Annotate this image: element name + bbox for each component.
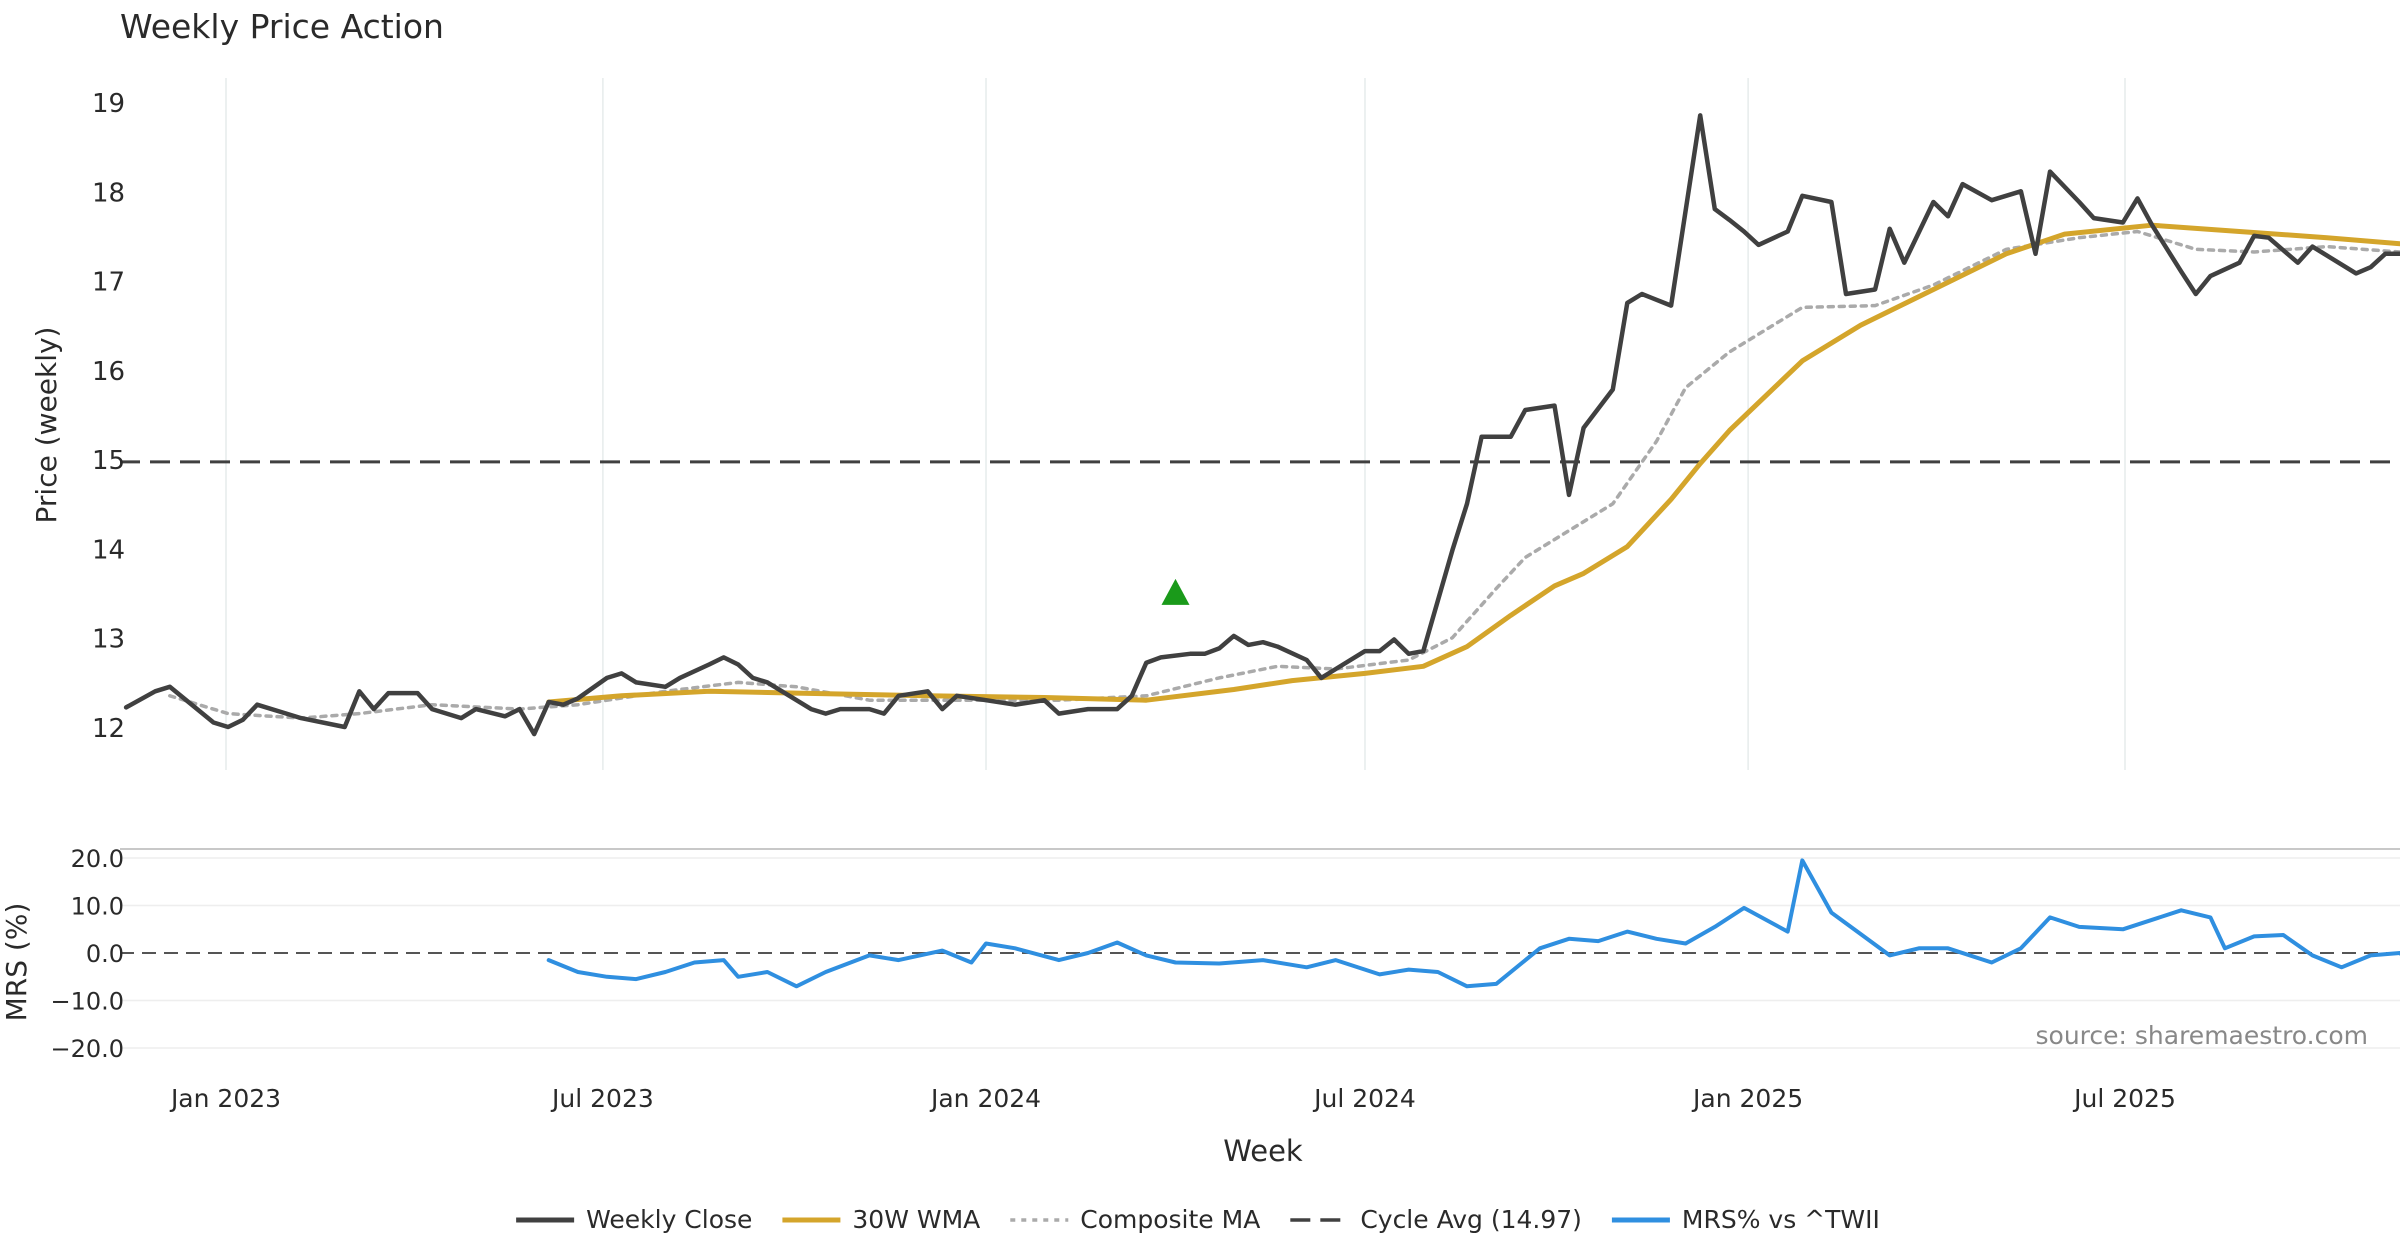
legend-label: Weekly Close [586, 1205, 752, 1234]
legend-item: MRS% vs ^TWII [1611, 1205, 1880, 1234]
legend-label: Composite MA [1080, 1205, 1260, 1234]
price-y-tick-label: 17 [92, 268, 125, 298]
x-tick-label: Jul 2024 [1312, 1084, 1416, 1113]
legend-item: 30W WMA [782, 1205, 980, 1234]
price-y-tick-label: 19 [92, 89, 125, 119]
price-axis-label: Price (weekly) [30, 327, 63, 524]
legend-label: Cycle Avg (14.97) [1360, 1205, 1582, 1234]
price-y-tick-label: 18 [92, 178, 125, 208]
series-layer [120, 113, 2400, 989]
x-tick-label: Jan 2025 [1691, 1084, 1803, 1113]
x-tick-label: Jan 2023 [169, 1084, 281, 1113]
chart-title: Weekly Price Action [120, 7, 444, 46]
price-y-tick-label: 12 [92, 714, 125, 744]
mrs-y-tick-label: 0.0 [86, 940, 124, 968]
series-composite-ma [168, 229, 2400, 720]
mrs-y-tick-label: −10.0 [50, 988, 124, 1016]
mrs-y-tick-label: 10.0 [71, 893, 124, 921]
x-axis-label: Week [1223, 1134, 1303, 1168]
legend-label: 30W WMA [852, 1205, 980, 1234]
axis-layer: Jan 2023 Jul 2023 Jan 2024 Jul 2024 Jan 2025… [50, 89, 2175, 1113]
buy-signal-marker [1161, 578, 1190, 605]
legend-item: Weekly Close [516, 1205, 752, 1234]
legend: Weekly Close 30W WMA Composite MA Cycle Avg… [516, 1205, 1880, 1234]
grid-layer [120, 78, 2400, 1049]
x-tick-label: Jul 2023 [550, 1084, 654, 1113]
legend-label: MRS% vs ^TWII [1682, 1205, 1880, 1234]
price-y-tick-label: 14 [92, 535, 125, 565]
series-weekly-close [123, 113, 2400, 737]
price-y-tick-label: 15 [92, 446, 125, 476]
series-30w-wma [546, 222, 2400, 705]
legend-item: Cycle Avg (14.97) [1290, 1205, 1582, 1234]
mrs-y-tick-label: −20.0 [50, 1035, 124, 1063]
mrs-axis-label: MRS (%) [0, 903, 33, 1022]
series-mrs-vs-twii [546, 858, 2400, 989]
x-tick-label: Jul 2025 [2072, 1084, 2176, 1113]
price-y-tick-label: 13 [92, 625, 125, 655]
mrs-y-tick-label: 20.0 [71, 845, 124, 873]
price-y-tick-label: 16 [92, 357, 125, 387]
x-tick-label: Jan 2024 [929, 1084, 1041, 1113]
source-note: source: sharemaestro.com [2036, 1021, 2369, 1050]
legend-item: Composite MA [1010, 1205, 1260, 1234]
